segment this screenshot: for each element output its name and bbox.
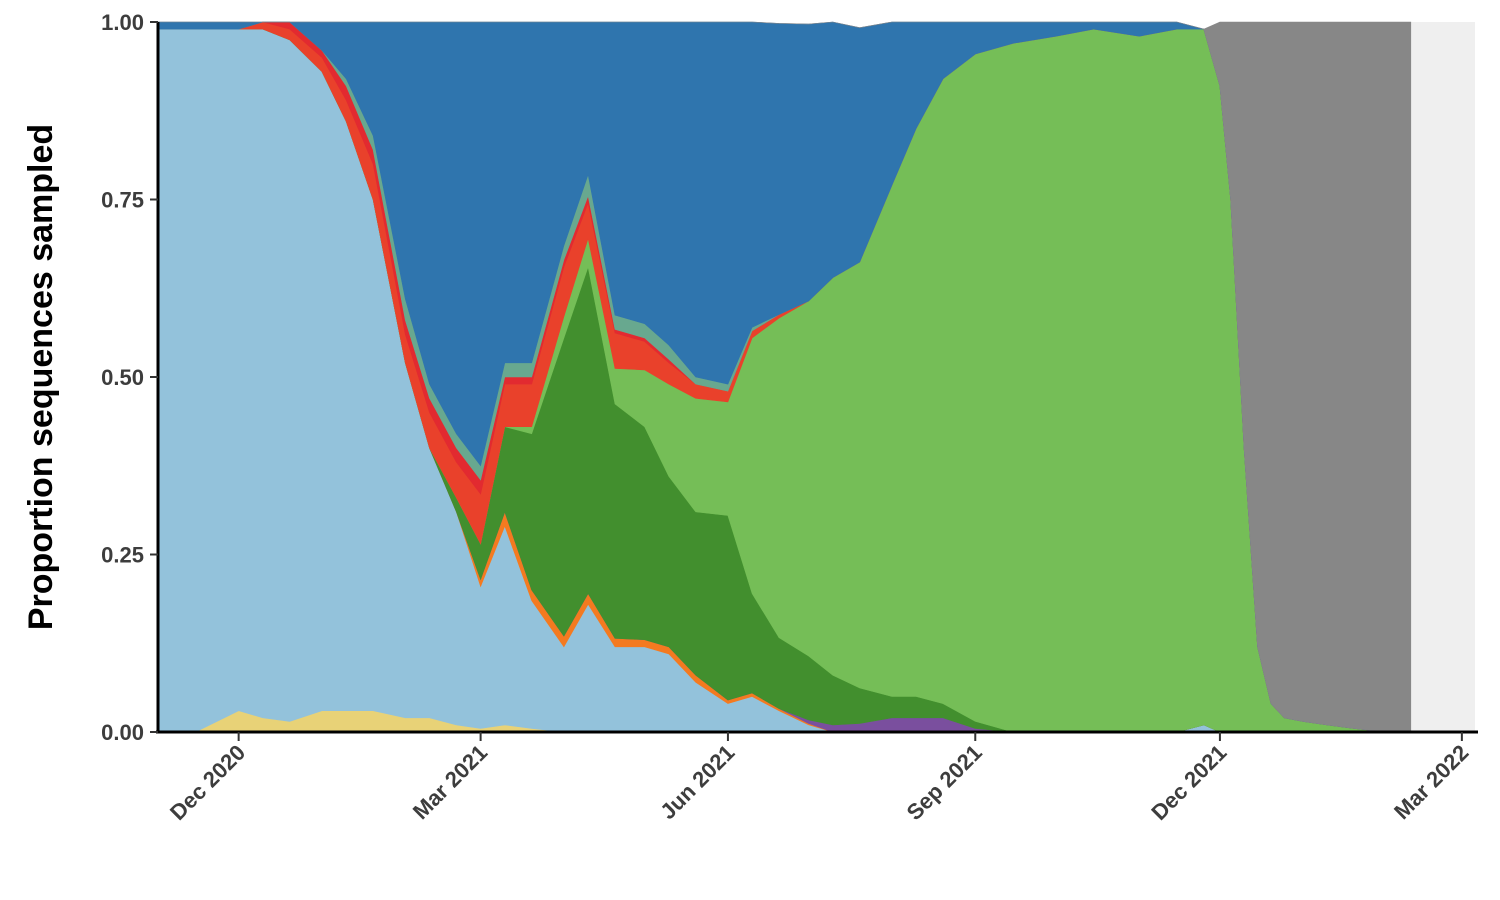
x-tick-label: Dec 2020 <box>165 740 250 825</box>
y-ticks: 0.00 0.25 0.50 0.75 1.00 <box>101 10 158 745</box>
y-axis-title: Proportion sequences sampled <box>22 124 60 630</box>
x-tick-label: Sep 2021 <box>902 740 987 825</box>
y-tick-label: 0.25 <box>101 543 144 568</box>
x-tick-label: Dec 2021 <box>1146 740 1231 825</box>
series-areas <box>157 21 1412 733</box>
y-tick-label: 0.50 <box>101 365 144 390</box>
y-tick-label: 0.00 <box>101 720 144 745</box>
series-area-11 <box>158 21 1412 733</box>
y-tick-label: 1.00 <box>101 10 144 35</box>
no-data-region <box>1410 22 1475 732</box>
x-tick-label: Mar 2021 <box>408 740 492 824</box>
x-tick-label: Mar 2022 <box>1389 740 1473 824</box>
x-ticks: Dec 2020 Mar 2021 Jun 2021 Sep 2021 Dec 2021… <box>165 732 1473 825</box>
x-tick-label: Jun 2021 <box>655 740 739 824</box>
y-tick-label: 0.75 <box>101 188 144 213</box>
